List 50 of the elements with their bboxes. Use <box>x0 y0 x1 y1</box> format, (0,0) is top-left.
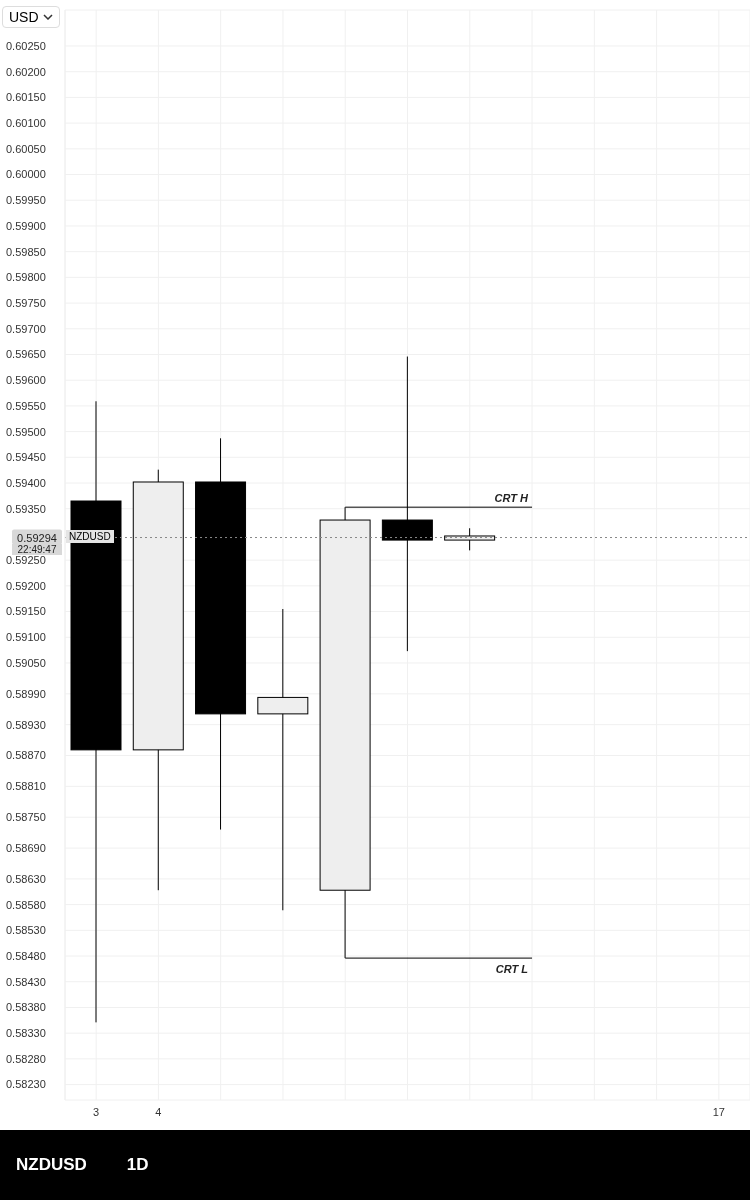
text: NZDUSD <box>16 1155 87 1175</box>
text: 1D <box>126 1155 149 1175</box>
annotation: NZDUSD <box>66 529 114 543</box>
y-tick-label: 0.58430 <box>6 975 46 988</box>
y-tick-label: 0.59250 <box>6 554 46 567</box>
text: 22:49:47 <box>12 543 62 555</box>
y-tick-label: 0.59600 <box>6 374 46 387</box>
y-tick-label: 0.59100 <box>6 631 46 644</box>
y-tick-label: 0.59500 <box>6 425 46 438</box>
y-tick-label: 0.59800 <box>6 271 46 284</box>
y-tick-label: 0.60050 <box>6 142 46 155</box>
y-tick-label: 0.58530 <box>6 924 46 937</box>
y-tick-label: 0.60000 <box>6 168 46 181</box>
y-tick-label: 0.58580 <box>6 898 46 911</box>
y-tick-label: 0.59150 <box>6 605 46 618</box>
y-tick-label: 0.58930 <box>6 718 46 731</box>
y-tick-label: 0.59200 <box>6 579 46 592</box>
y-tick-label: 0.59450 <box>6 451 46 464</box>
y-tick-label: 0.60100 <box>6 117 46 130</box>
y-tick-label: 0.59950 <box>6 194 46 207</box>
y-tick-label: 0.58750 <box>6 811 46 824</box>
x-tick-label: 17 <box>712 1105 725 1118</box>
x-tick-label: 3 <box>93 1105 100 1118</box>
y-tick-label: 0.58990 <box>6 687 46 700</box>
y-tick-label: 0.60200 <box>6 65 46 78</box>
y-tick-label: 0.59050 <box>6 656 46 669</box>
y-tick-label: 0.59400 <box>6 476 46 489</box>
y-tick-label: 0.60150 <box>6 91 46 104</box>
y-tick-label: 0.58280 <box>6 1052 46 1065</box>
y-tick-label: 0.58480 <box>6 949 46 962</box>
text: USD <box>2 6 60 28</box>
y-tick-label: 0.59700 <box>6 322 46 335</box>
y-tick-label: 0.58810 <box>6 780 46 793</box>
y-tick-label: 0.59900 <box>6 219 46 232</box>
y-tick-label: 0.59550 <box>6 399 46 412</box>
y-tick-label: 0.60250 <box>6 39 46 52</box>
y-tick-label: 0.58630 <box>6 872 46 885</box>
y-tick-label: 0.58330 <box>6 1027 46 1040</box>
y-tick-label: 0.59350 <box>6 502 46 515</box>
y-tick-label: 0.58230 <box>6 1078 46 1091</box>
x-tick-label: 4 <box>155 1105 162 1118</box>
y-tick-label: 0.58690 <box>6 841 46 854</box>
ref-line-label: CRT H <box>494 492 530 505</box>
y-tick-label: 0.58870 <box>6 749 46 762</box>
y-tick-label: 0.59850 <box>6 245 46 258</box>
y-tick-label: 0.58380 <box>6 1001 46 1014</box>
ref-line-label: 0.59294 <box>17 531 57 544</box>
y-tick-label: 0.59650 <box>6 348 46 361</box>
y-tick-label: 0.59750 <box>6 296 46 309</box>
ref-line-label: CRT L <box>495 963 529 976</box>
